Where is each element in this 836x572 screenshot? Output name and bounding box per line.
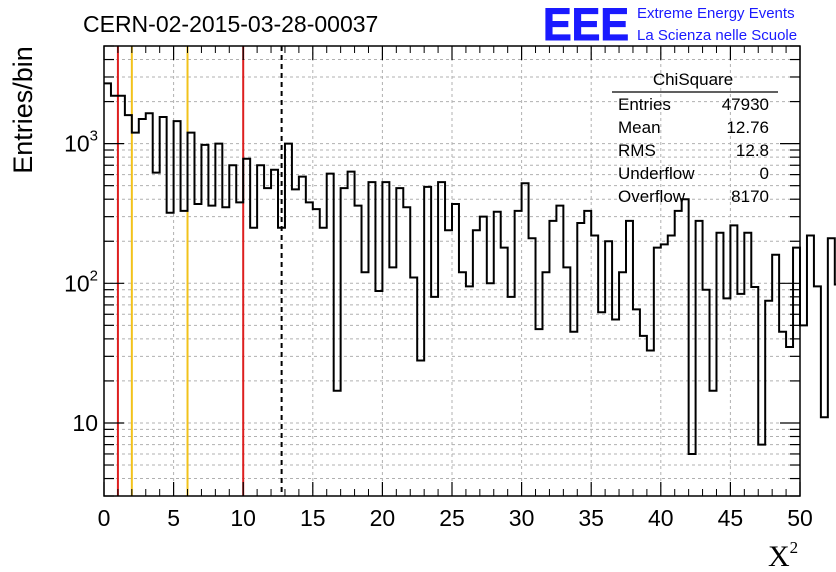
y-tick-label-exponent: 3 (90, 128, 98, 145)
y-tick-label: 103 (64, 128, 98, 157)
y-tick-label: 10 (72, 410, 98, 436)
y-tick-label-exponent: 2 (90, 267, 98, 284)
x-tick-label: 5 (167, 505, 180, 531)
histogram-series-line (104, 82, 836, 455)
x-axis-label-exponent: 2 (790, 538, 799, 557)
stats-title: ChiSquare (653, 70, 733, 89)
marker-lines (116, 46, 283, 496)
x-tick-label: 25 (439, 505, 465, 531)
x-tick-label: 35 (578, 505, 604, 531)
y-tick-label-base: 10 (64, 131, 90, 157)
stats-value-underflow: 0 (760, 164, 769, 183)
x-tick-label: 30 (509, 505, 535, 531)
x-tick-label: 10 (230, 505, 256, 531)
x-tick-label: 20 (370, 505, 396, 531)
stats-label-overflow: Overflow (618, 187, 686, 206)
y-tick-label: 102 (64, 267, 98, 296)
chart-title: CERN-02-2015-03-28-00037 (83, 11, 378, 37)
x-tick-labels: 0 5 10 15 20 25 30 35 40 45 50 (98, 505, 813, 531)
stats-label-mean: Mean (618, 118, 661, 137)
stats-value-mean: 12.76 (726, 118, 769, 137)
eee-logo: EEE (543, 0, 629, 50)
x-tick-label: 45 (718, 505, 744, 531)
stats-label-underflow: Underflow (618, 164, 695, 183)
y-tick-label-base: 10 (72, 410, 98, 436)
x-tick-label: 15 (300, 505, 326, 531)
stats-label-rms: RMS (618, 141, 656, 160)
x-tick-label: 50 (787, 505, 813, 531)
y-tick-label-base: 10 (64, 270, 90, 296)
stats-label-entries: Entries (618, 95, 671, 114)
y-axis-label: Entries/bin (8, 46, 38, 174)
axis-ticks (103, 45, 801, 497)
stats-value-overflow: 8170 (731, 187, 769, 206)
logo-caption-line1: Extreme Energy Events (637, 5, 795, 22)
stats-value-entries: 47930 (722, 95, 769, 114)
x-axis-label: X2 (768, 538, 798, 572)
x-tick-label: 0 (98, 505, 111, 531)
logo-caption-line2: La Scienza nelle Scuole (637, 27, 797, 44)
stats-box: ChiSquare Entries 47930 Mean 12.76 RMS 1… (612, 70, 778, 206)
x-axis-label-base: X (768, 540, 790, 572)
stats-value-rms: 12.8 (736, 141, 769, 160)
x-tick-label: 40 (648, 505, 674, 531)
